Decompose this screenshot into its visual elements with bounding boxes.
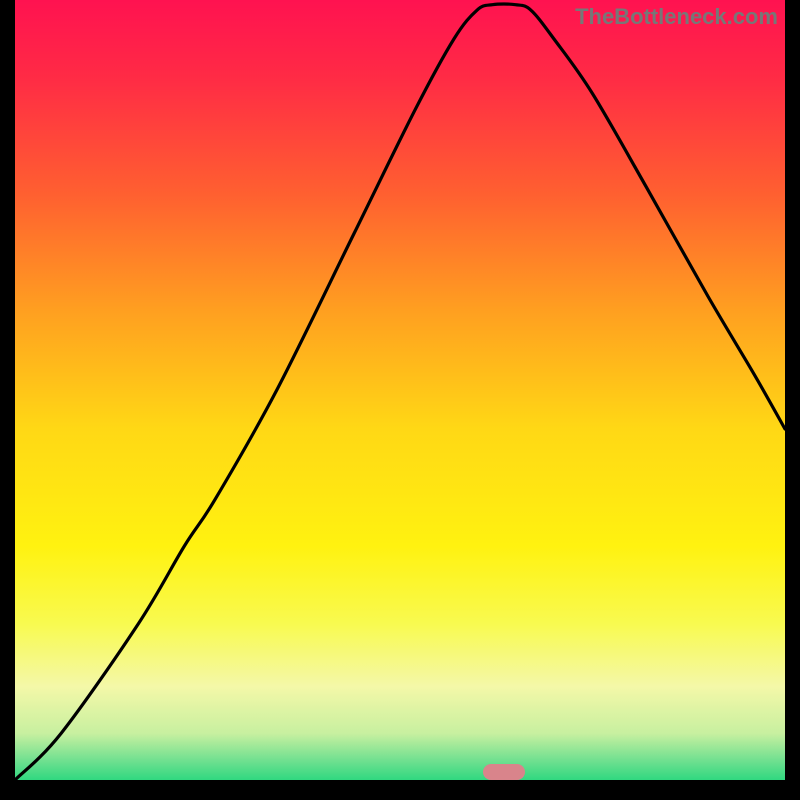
chart-frame: TheBottleneck.com: [0, 0, 800, 800]
optimal-point-marker: [483, 764, 525, 780]
plot-area: [15, 0, 785, 780]
bottleneck-curve: [15, 0, 785, 780]
site-watermark: TheBottleneck.com: [575, 4, 778, 30]
